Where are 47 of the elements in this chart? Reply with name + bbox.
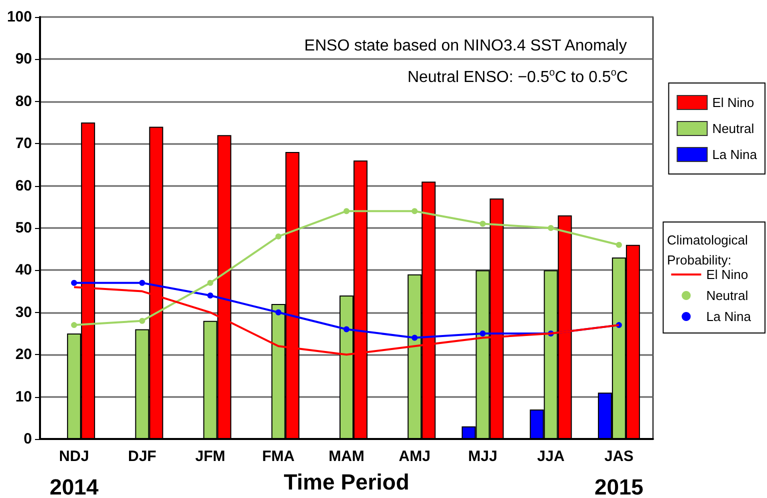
x-tick-label: JAS — [604, 448, 634, 465]
y-tick-label: 60 — [15, 177, 32, 194]
x-tick-label: NDJ — [59, 448, 90, 465]
point — [207, 280, 214, 286]
x-axis-title: Time Period — [284, 470, 410, 494]
point — [207, 292, 214, 299]
x-tick-label: JFM — [195, 448, 226, 465]
x-tick-label: JJA — [537, 448, 565, 465]
point — [139, 280, 146, 286]
point — [71, 280, 78, 286]
point — [616, 242, 622, 248]
point — [548, 225, 554, 231]
y-tick-label: 90 — [15, 50, 32, 68]
y-tick-label: 30 — [15, 304, 32, 321]
text: 2014 — [50, 474, 100, 498]
legend-label: Neutral — [712, 121, 754, 136]
point — [412, 208, 418, 214]
y-tick-label: 50 — [15, 220, 32, 236]
text: 2015 — [594, 474, 644, 498]
y-tick-label: 10 — [15, 388, 32, 406]
y-tick-label: 0 — [24, 430, 32, 448]
point — [139, 318, 146, 324]
point — [480, 330, 486, 336]
y-tick-label: 80 — [15, 92, 32, 110]
legend-label: La Nina — [712, 147, 758, 162]
x-tick-label: DJF — [128, 448, 156, 465]
point — [480, 220, 486, 227]
legend-label: El Nino — [706, 267, 748, 282]
point — [344, 326, 350, 332]
y-tick-label: 70 — [15, 135, 32, 152]
point — [344, 208, 350, 214]
y-tick-label: 20 — [15, 346, 32, 364]
y-tick-label: 100 — [6, 8, 32, 26]
legend-label: Neutral — [706, 288, 748, 303]
legend-label: El Nino — [712, 95, 754, 110]
annotation: ENSO state based on NINO3.4 SST Anomaly — [304, 38, 627, 54]
point — [412, 334, 418, 341]
legend-label: La Nina — [706, 309, 752, 324]
point — [275, 309, 282, 316]
point — [275, 233, 282, 240]
y-tick-label: 40 — [15, 262, 32, 279]
legend-title: Climatological Probability: — [667, 232, 748, 268]
x-tick-label: MJJ — [468, 448, 498, 465]
x-tick-label: FMA — [262, 448, 295, 465]
x-tick-label: MAM — [328, 448, 364, 465]
x-tick-label: AMJ — [398, 448, 430, 465]
point — [71, 322, 78, 328]
